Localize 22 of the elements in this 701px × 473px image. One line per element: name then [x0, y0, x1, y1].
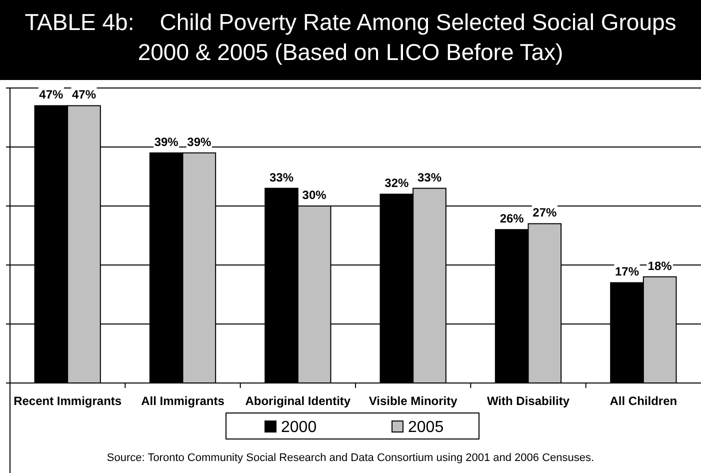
data-label: 18% [648, 258, 672, 273]
data-label: 30% [302, 188, 327, 202]
data-label: 27% [532, 206, 557, 220]
x-tick-label: With Disability [486, 394, 570, 408]
data-label: 39% [187, 134, 212, 149]
x-tick-label: Aboriginal Identity [245, 394, 351, 408]
source-note: Source: Toronto Community Social Research and Data Consortium using 2001 and 2006 Censuses. [106, 452, 594, 464]
x-tick-label: All Children [610, 394, 678, 408]
chart-title: TABLE 4b: Child Poverty Rate Among Selected Social Groups 2000 & 2005 (Based on LICO Before Tax) [24, 9, 676, 65]
legend-label: 2005 [408, 419, 444, 436]
x-tick-label: Visible Minority [368, 394, 458, 408]
data-label: 39% [154, 134, 179, 149]
data-label: 33% [417, 170, 442, 184]
data-label: 47% [72, 88, 96, 102]
data-label: 33% [269, 170, 294, 184]
data-label: 26% [500, 212, 524, 226]
data-label: 47% [39, 88, 64, 102]
data-label: 32% [384, 176, 410, 190]
x-tick-label: All Immigrants [141, 394, 225, 408]
x-tick-label: Recent Immigrants [14, 394, 122, 408]
data-label: 17% [614, 264, 640, 279]
legend-label: 2000 [281, 419, 317, 436]
